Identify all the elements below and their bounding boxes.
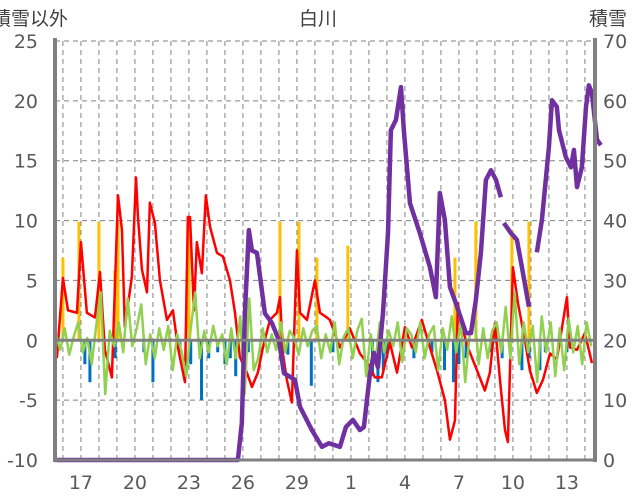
blue-bars-bar: [200, 340, 204, 401]
gridlines: [55, 40, 595, 460]
blue-bars-bar: [464, 340, 468, 359]
snow-depth-line: [55, 84, 504, 463]
left-tick-label: 20: [14, 91, 38, 113]
blue-bars-bar: [452, 340, 456, 383]
orange-bars-bar: [116, 221, 120, 341]
x-tick-label: 20: [123, 472, 147, 494]
snow-depth-line: [502, 221, 532, 308]
blue-bars-bar: [286, 340, 290, 355]
orange-bars-bar: [61, 257, 65, 341]
x-tick-label: 1: [345, 472, 357, 494]
right-tick-label: 60: [603, 91, 627, 113]
blue-bars-bar: [457, 340, 461, 365]
blue-bars-bar: [246, 340, 250, 353]
right-tick-label: 10: [603, 390, 627, 412]
right-tick-label: 0: [603, 450, 615, 472]
left-tick-label: 0: [26, 330, 38, 352]
left-tick-label: 10: [14, 211, 38, 233]
blue-bars-bar: [309, 340, 313, 386]
chart-title: 白川: [299, 8, 337, 30]
left-tick-label: 25: [14, 31, 38, 53]
blue-bars-bar: [228, 340, 232, 359]
right-axis-title: 積雪: [589, 8, 627, 30]
blue-bars-bar: [430, 340, 434, 353]
blue-bars-bar: [189, 340, 193, 365]
blue-bars-bar: [489, 340, 493, 353]
x-tick-label: 7: [453, 472, 465, 494]
x-tick-label: 4: [399, 472, 411, 494]
blue-bars-bar: [88, 340, 92, 383]
x-tick-label: 10: [501, 472, 525, 494]
blue-bars-bar: [331, 340, 335, 353]
x-tick-label: 29: [285, 472, 309, 494]
orange-bars-bar: [278, 221, 282, 341]
left-tick-label: -5: [19, 390, 38, 412]
axes: [53, 38, 597, 462]
x-tick-label: 23: [177, 472, 201, 494]
right-tick-label: 50: [603, 151, 627, 173]
blue-bars-bar: [385, 340, 389, 359]
series-lines: [53, 83, 603, 463]
snow-depth-line: [534, 83, 603, 253]
right-tick-label: 20: [603, 330, 627, 352]
left-tick-label: 5: [26, 270, 38, 292]
right-tick-label: 70: [603, 31, 627, 53]
x-tick-label: 13: [555, 472, 579, 494]
right-tick-label: 30: [603, 270, 627, 292]
orange-bars-bar: [187, 221, 191, 341]
blue-bars-bar: [381, 340, 385, 371]
left-axis-title: 積雪以外: [0, 8, 68, 30]
orange-bars-bar: [346, 245, 350, 341]
blue-bars-bar: [520, 340, 524, 371]
temperature-line: [53, 176, 594, 444]
blue-bars-bar: [151, 340, 155, 383]
x-tick-label: 17: [69, 472, 93, 494]
orange-bars-bar: [527, 221, 531, 341]
x-tick-label: 26: [231, 472, 255, 494]
wind-line: [54, 291, 593, 396]
right-tick-label: 40: [603, 211, 627, 233]
left-tick-label: 15: [14, 151, 38, 173]
left-tick-label: -10: [7, 450, 38, 472]
blue-bars-bar: [83, 340, 87, 365]
blue-bars-bar: [113, 340, 117, 359]
blue-bars-bar: [443, 340, 447, 371]
